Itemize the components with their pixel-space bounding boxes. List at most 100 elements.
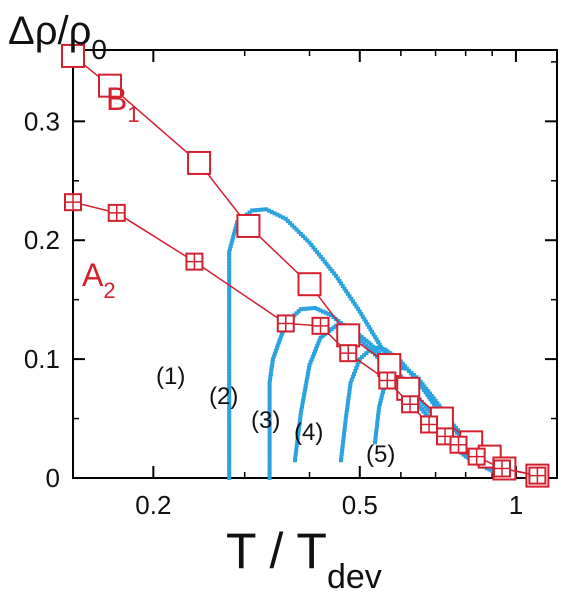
x-tick-label: 0.2 bbox=[135, 490, 171, 520]
curve-point bbox=[373, 440, 377, 445]
curve-point bbox=[227, 374, 232, 379]
curve-point bbox=[227, 262, 232, 266]
curve-point bbox=[334, 273, 338, 278]
curve-point bbox=[300, 401, 305, 406]
crossed-square-marker bbox=[492, 459, 511, 478]
curve-point bbox=[385, 349, 390, 354]
curve-point bbox=[267, 452, 272, 457]
curve-point bbox=[340, 284, 345, 289]
curve-point bbox=[364, 338, 369, 343]
curve-point bbox=[269, 369, 274, 373]
curve-point bbox=[267, 416, 272, 421]
curve-point bbox=[345, 291, 350, 296]
curve-point bbox=[227, 416, 232, 421]
curve-point bbox=[310, 354, 315, 359]
curve-point bbox=[267, 413, 272, 418]
curve-point bbox=[227, 398, 232, 403]
open-square-marker bbox=[297, 272, 322, 297]
curve-point bbox=[430, 399, 435, 404]
curve-point bbox=[347, 389, 352, 394]
curve-point bbox=[272, 211, 277, 216]
curve-point bbox=[425, 392, 430, 397]
curve-point bbox=[227, 461, 232, 466]
curve-point bbox=[261, 207, 266, 212]
curve-point bbox=[378, 401, 382, 406]
crossed-square-marker bbox=[107, 203, 126, 222]
curve-point bbox=[288, 221, 293, 226]
curve-point bbox=[227, 300, 232, 305]
curve-point bbox=[357, 309, 362, 314]
curve-point bbox=[227, 383, 232, 388]
crossed-square-marker bbox=[185, 252, 204, 271]
curve-point bbox=[374, 337, 379, 342]
curve-point bbox=[227, 434, 232, 439]
curve-point bbox=[304, 377, 309, 382]
curve-point bbox=[366, 340, 371, 345]
curve-point bbox=[364, 351, 369, 356]
series-label-a2: A2 bbox=[82, 257, 116, 303]
curve-point bbox=[227, 265, 232, 269]
curve-point bbox=[428, 397, 433, 402]
curve-point bbox=[339, 281, 344, 286]
curve-point bbox=[296, 428, 301, 433]
curve-point bbox=[356, 360, 361, 365]
curve-point bbox=[227, 354, 232, 359]
curve-point bbox=[227, 464, 232, 469]
open-square-marker bbox=[61, 43, 85, 68]
curve-point bbox=[267, 449, 272, 454]
curve-point bbox=[353, 369, 358, 373]
crossed-square-marker bbox=[339, 344, 358, 363]
curve-point bbox=[310, 306, 315, 311]
curve-point bbox=[267, 407, 272, 412]
y-tick-label: 0.2 bbox=[24, 225, 60, 255]
curve-point bbox=[344, 289, 349, 294]
curve-point bbox=[227, 395, 232, 400]
curve-point bbox=[365, 322, 370, 327]
curve-point bbox=[227, 336, 232, 341]
curve-point bbox=[227, 467, 232, 472]
curve-point bbox=[227, 357, 232, 362]
curve-point bbox=[267, 458, 272, 463]
curve-point bbox=[300, 404, 304, 409]
curve-point bbox=[227, 455, 232, 460]
curve-point bbox=[304, 380, 309, 385]
curve-point bbox=[298, 413, 303, 418]
curve-point bbox=[297, 419, 302, 424]
curve-point bbox=[283, 216, 288, 221]
curve-point bbox=[343, 416, 348, 421]
curve-point bbox=[349, 377, 354, 382]
curve-point bbox=[231, 232, 236, 237]
curve-point bbox=[227, 449, 232, 454]
curve-point bbox=[290, 223, 295, 228]
curve-point bbox=[227, 256, 232, 261]
open-square-marker bbox=[236, 213, 261, 238]
curve-point bbox=[227, 321, 232, 326]
curve-point bbox=[307, 366, 311, 370]
curve-point bbox=[295, 440, 300, 445]
curve-point bbox=[348, 380, 353, 385]
curve-point bbox=[359, 335, 364, 340]
curve-point bbox=[315, 343, 320, 348]
curve-point bbox=[298, 232, 303, 236]
curve-point bbox=[294, 227, 299, 232]
curve-point bbox=[314, 346, 319, 351]
curve-point bbox=[315, 307, 320, 312]
curve-point bbox=[267, 428, 272, 433]
curve-point bbox=[373, 434, 378, 439]
curve-point bbox=[374, 425, 379, 430]
curve-point bbox=[419, 407, 424, 411]
curve-point bbox=[359, 339, 364, 344]
curve-point bbox=[267, 440, 272, 445]
curve-point bbox=[293, 455, 298, 460]
curve-point bbox=[293, 452, 298, 457]
curve-point bbox=[306, 369, 311, 373]
series-label-b1-main: B bbox=[106, 81, 127, 117]
curve-point bbox=[368, 327, 373, 332]
curve-point bbox=[418, 379, 423, 384]
curve-point bbox=[335, 276, 340, 281]
curve-point bbox=[370, 329, 374, 334]
curve-point bbox=[227, 273, 232, 278]
curve-point bbox=[435, 401, 440, 406]
y-axis-title: Δρ/ρ0 bbox=[8, 9, 107, 65]
